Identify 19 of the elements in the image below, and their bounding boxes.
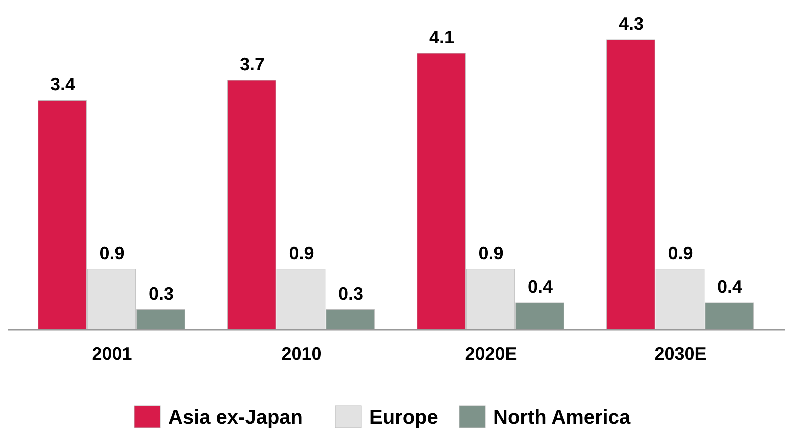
data-label: 0.9: [668, 243, 694, 264]
x-tick-label: 2010: [282, 344, 322, 364]
data-label: 0.9: [289, 243, 314, 264]
x-tick-label: 2030E: [654, 344, 707, 364]
data-label: 4.1: [429, 27, 454, 48]
data-label: 3.7: [240, 54, 265, 74]
data-label: 0.4: [718, 277, 743, 298]
data-label: 0.9: [478, 243, 504, 264]
data-label: 0.9: [100, 243, 125, 264]
legend-label: Europe: [370, 407, 438, 429]
x-tick-label: 2001: [92, 344, 132, 364]
data-label: 3.4: [50, 74, 76, 95]
data-label: 0.3: [148, 284, 174, 304]
legend-label: Asia ex-Japan: [168, 407, 304, 429]
data-label: 0.4: [528, 277, 554, 298]
x-tick-label: 2020E: [465, 344, 518, 364]
data-label: 0.3: [338, 284, 364, 304]
legend-label: North America: [494, 407, 632, 429]
data-label: 4.3: [618, 14, 644, 34]
